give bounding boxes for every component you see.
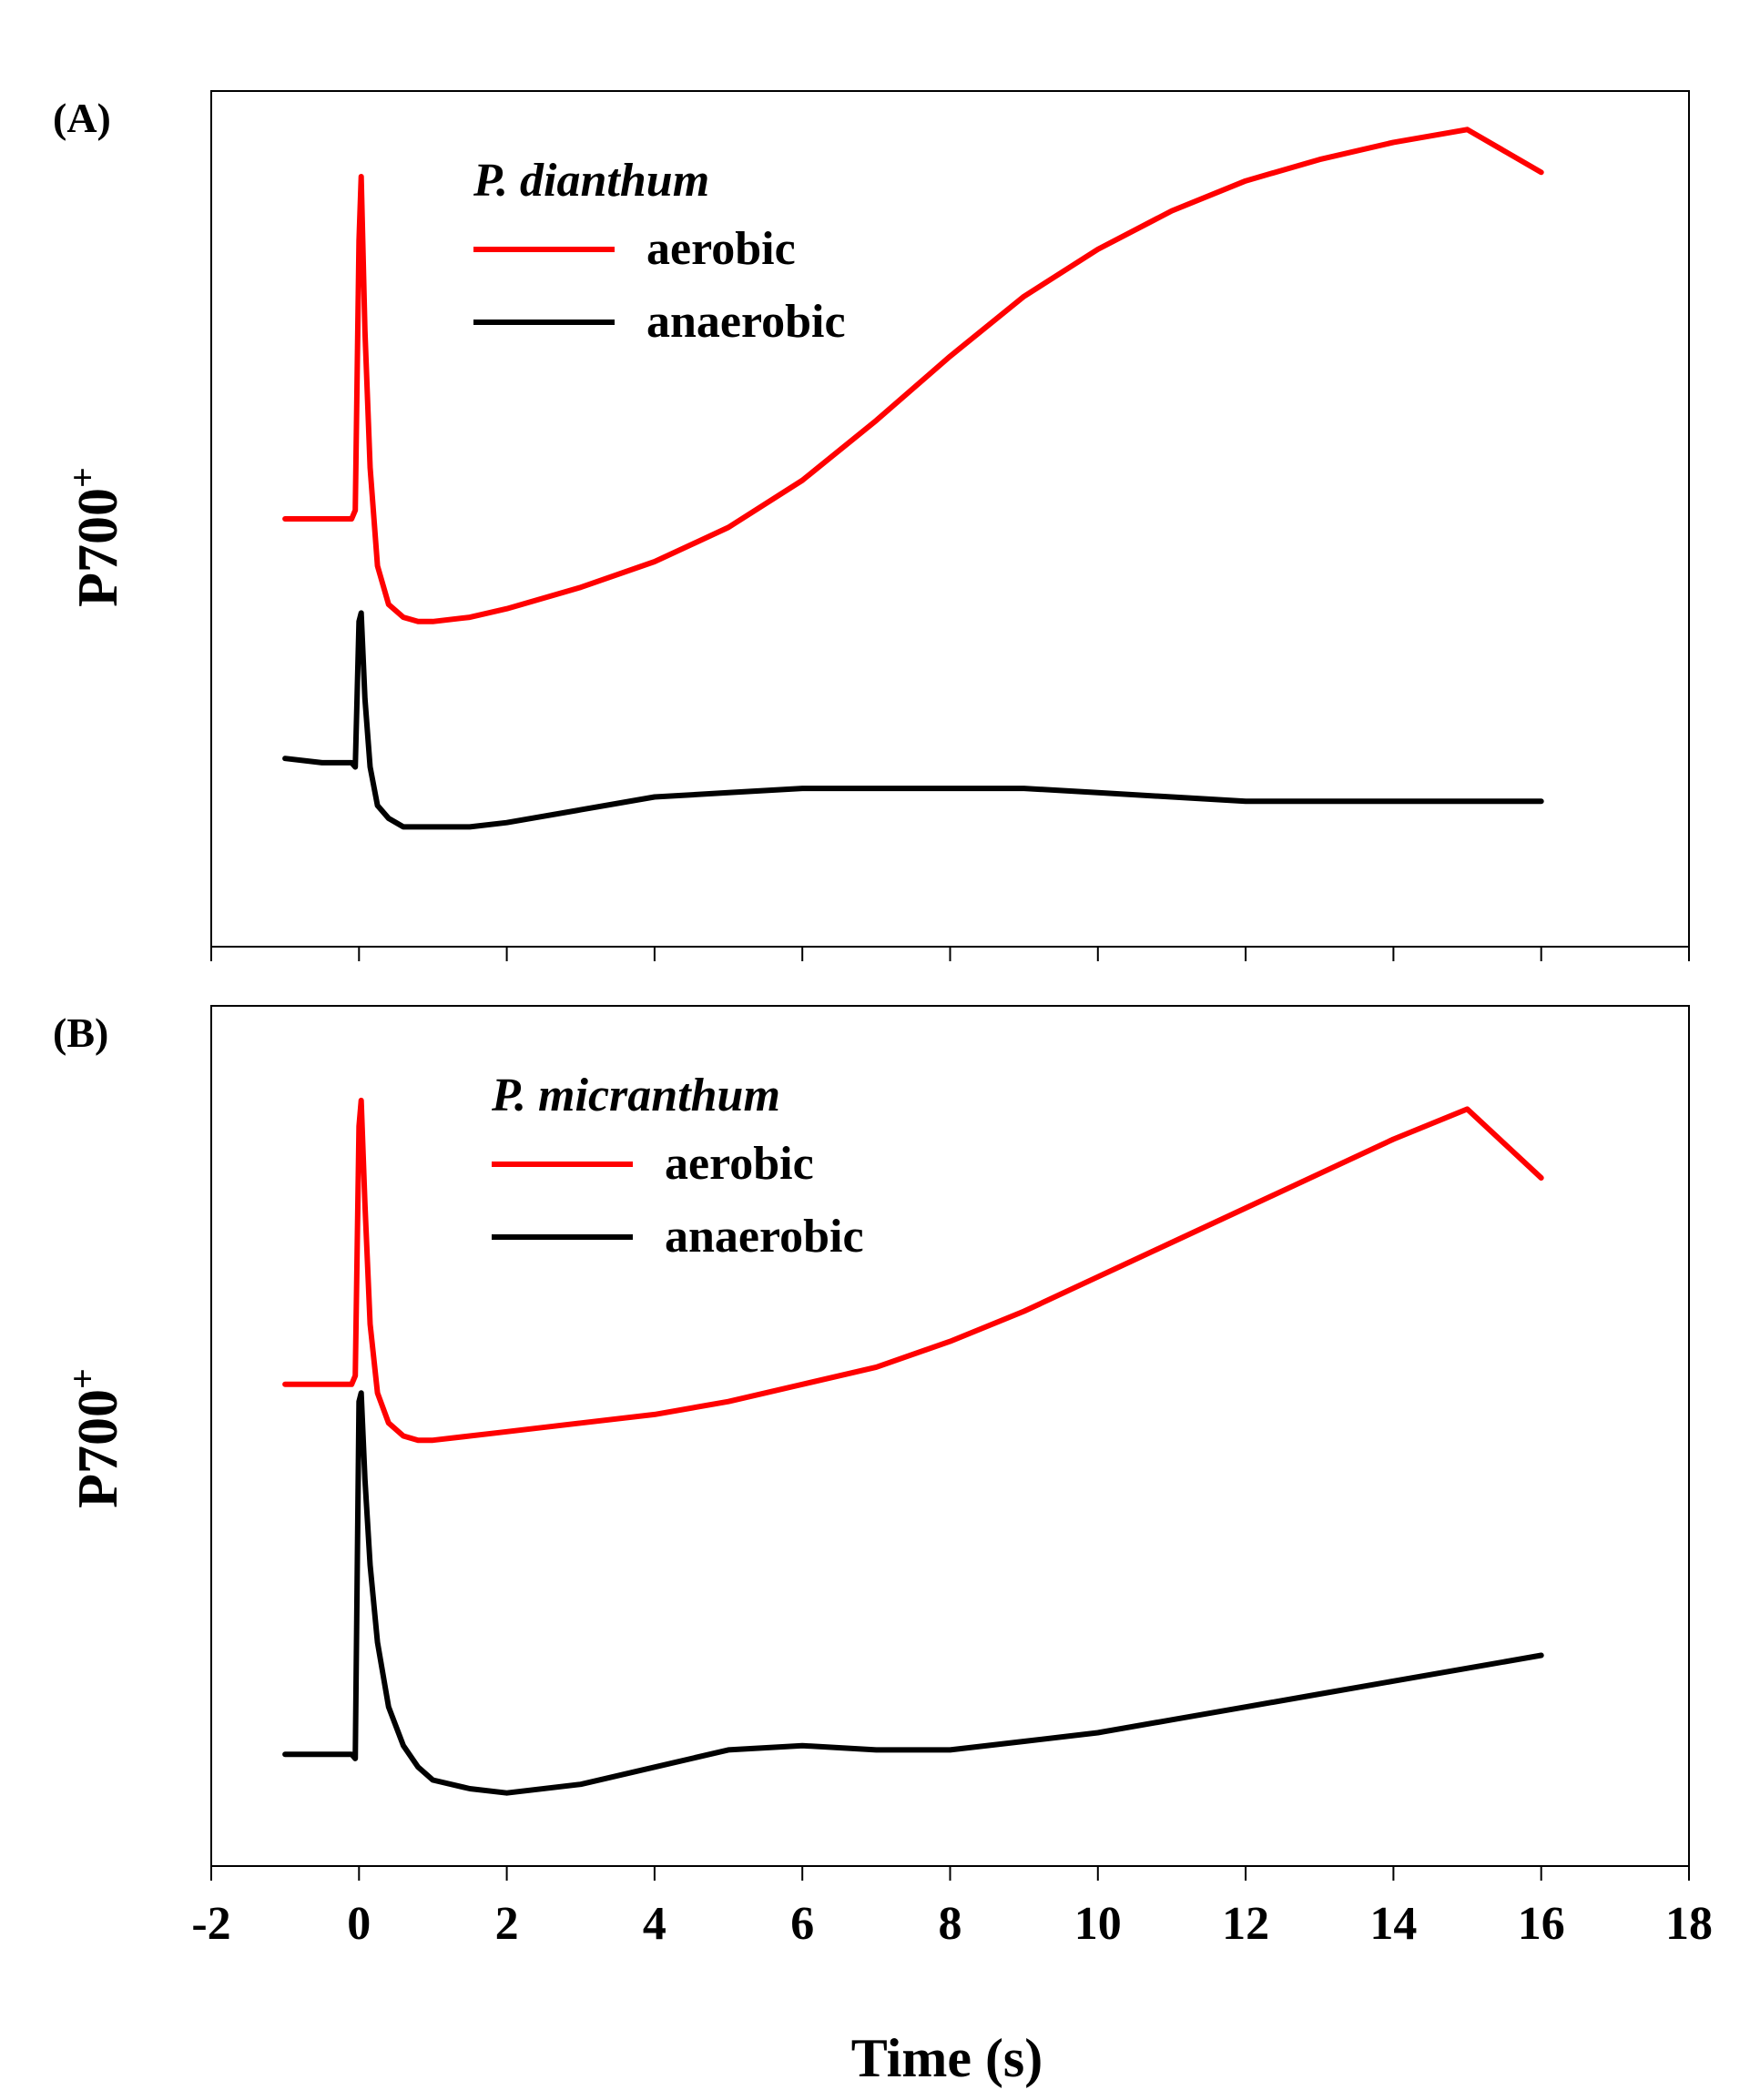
y-axis-label-superscript: + [62,467,103,488]
legend-species-title: P. dianthum [473,155,709,207]
plot-frame [210,90,1690,948]
series-line-aerobic [282,127,1544,624]
series-line-anaerobic [282,1390,1544,1796]
x-tick-label: 2 [495,1898,519,1950]
x-tick-label: 18 [1665,1898,1713,1950]
panel-a: (A) P700+ P. dianthum aerobic anaerobic [53,90,1690,961]
series-line-aerobic [282,1097,1544,1444]
x-tick-label: 6 [790,1898,814,1950]
legend-species-title: P. micranthum [491,1070,780,1121]
legend-label-aerobic: aerobic [646,223,796,275]
x-axis-title: Time (s) [851,2028,1043,2088]
legend-label-aerobic: aerobic [665,1138,814,1190]
x-tick-label: 0 [347,1898,371,1950]
x-tick-label: 14 [1369,1898,1417,1950]
x-axis-title-group: Time (s) [851,2028,1043,2088]
panel-label: (A) [53,95,111,141]
y-axis-label: P700+ [62,1368,129,1508]
y-axis-label-superscript: + [62,1368,103,1389]
x-tick-label: 8 [939,1898,962,1950]
panel-b: -2 0 2 4 6 8 10 12 14 16 18 (B) P700+ P. micranthum ae… [53,1005,1713,1950]
series-line-anaerobic [282,610,1544,830]
legend-label-anaerobic: anaerobic [646,296,846,348]
x-tick-label: 4 [643,1898,666,1950]
x-tick-label: 12 [1222,1898,1269,1950]
y-axis-label-text: P700 [67,488,129,607]
x-tick-label: -2 [191,1898,230,1950]
legend: P. micranthum aerobic anaerobic [491,1070,864,1263]
y-axis-label: P700+ [62,467,129,607]
legend-label-anaerobic: anaerobic [665,1211,864,1263]
x-tick-label: 16 [1518,1898,1565,1950]
panel-label: (B) [53,1009,108,1056]
y-axis-label-text: P700 [67,1389,129,1508]
x-tick-label: 10 [1074,1898,1122,1950]
plot-frame [210,1005,1690,1867]
legend: P. dianthum aerobic anaerobic [473,155,846,348]
